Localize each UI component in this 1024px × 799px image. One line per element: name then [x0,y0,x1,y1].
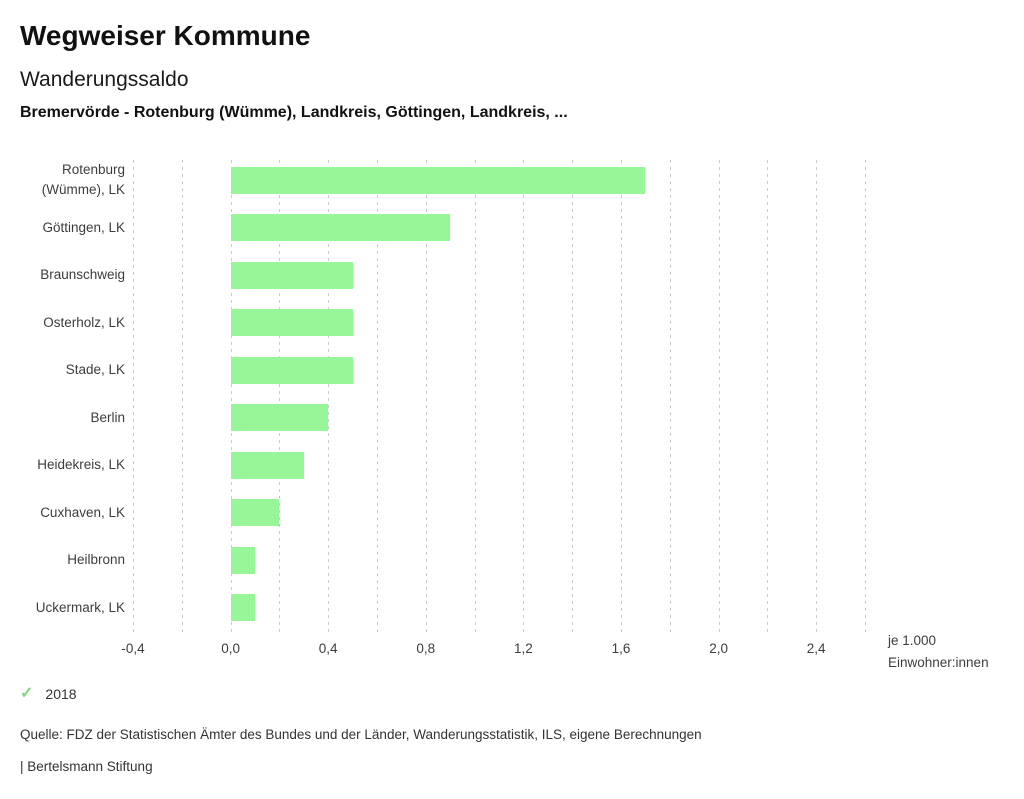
bar-stade-lk[interactable] [230,356,353,384]
page-title: Wegweiser Kommune [20,20,311,51]
x-tick-label: -0,4 [121,641,145,656]
category-label-cuxhaven-lk: Cuxhaven, LK [40,504,125,520]
bar-göttingen-lk[interactable] [230,214,451,241]
branding-note: | Bertelsmann Stiftung [20,759,153,774]
category-label-rotenburg-wümme-lk: Rotenburg (Wümme), LK [41,162,125,197]
gridline [572,160,574,632]
bar-heidekreis-lk[interactable] [230,451,304,479]
gridline [425,160,427,632]
category-label-heilbronn: Heilbronn [67,552,125,567]
category-label-braunschweig: Braunschweig [40,267,125,282]
category-label-berlin: Berlin [90,409,125,425]
gridline [621,160,622,632]
gridline [230,160,232,632]
gridline [523,160,525,632]
bar-berlin[interactable] [230,404,329,431]
gridline [669,160,671,632]
indicator-title: Wanderungssaldo [20,68,189,91]
bar-cuxhaven-lk[interactable] [230,499,280,526]
bar-uckermark-lk[interactable] [230,594,255,621]
gridline [718,160,720,632]
gridline [279,160,281,632]
gridline [767,160,769,632]
checkmark-icon: ✓ [20,685,34,702]
chart-header: Wegweiser Kommune Wanderungssaldo Bremer… [0,0,1024,122]
gridline [328,160,330,632]
axis-unit-label: je 1.000 Einwohner:innen [888,630,989,674]
gridline [474,160,476,632]
legend-year-label: 2018 [45,686,77,702]
gridline [133,160,134,632]
bar-braunschweig[interactable] [230,261,353,289]
legend-item-2018[interactable]: ✓ 2018 [20,685,77,703]
gridline [865,160,866,632]
region-subtitle: Bremervörde - Rotenburg (Wümme), Landkre… [20,104,568,121]
gridline [181,160,183,632]
x-tick-label: 2,4 [806,641,826,656]
x-tick-label: 1,2 [514,641,533,656]
category-label-uckermark-lk: Uckermark, LK [35,599,125,615]
category-label-göttingen-lk: Göttingen, LK [42,219,125,235]
gridline [816,160,818,632]
x-tick-label: 0,4 [318,641,338,656]
gridline [377,160,378,632]
bar-rotenburg-wümme-lk[interactable] [230,166,646,194]
bar-osterholz-lk[interactable] [230,309,353,336]
bar-heilbronn[interactable] [230,546,255,574]
x-tick-label: 0,8 [416,641,436,656]
category-label-osterholz-lk: Osterholz, LK [43,314,125,330]
x-tick-label: 0,0 [221,641,240,656]
axis-unit-line-1: je 1.000 [888,633,937,648]
x-tick-label: 1,6 [611,641,631,656]
category-label-stade-lk: Stade, LK [65,362,125,377]
category-label-heidekreis-lk: Heidekreis, LK [37,457,125,472]
axis-unit-line-2: Einwohner:innen [888,655,989,670]
x-tick-label: 2,0 [709,641,728,656]
source-note: Quelle: FDZ der Statistischen Ämter des … [20,727,702,742]
